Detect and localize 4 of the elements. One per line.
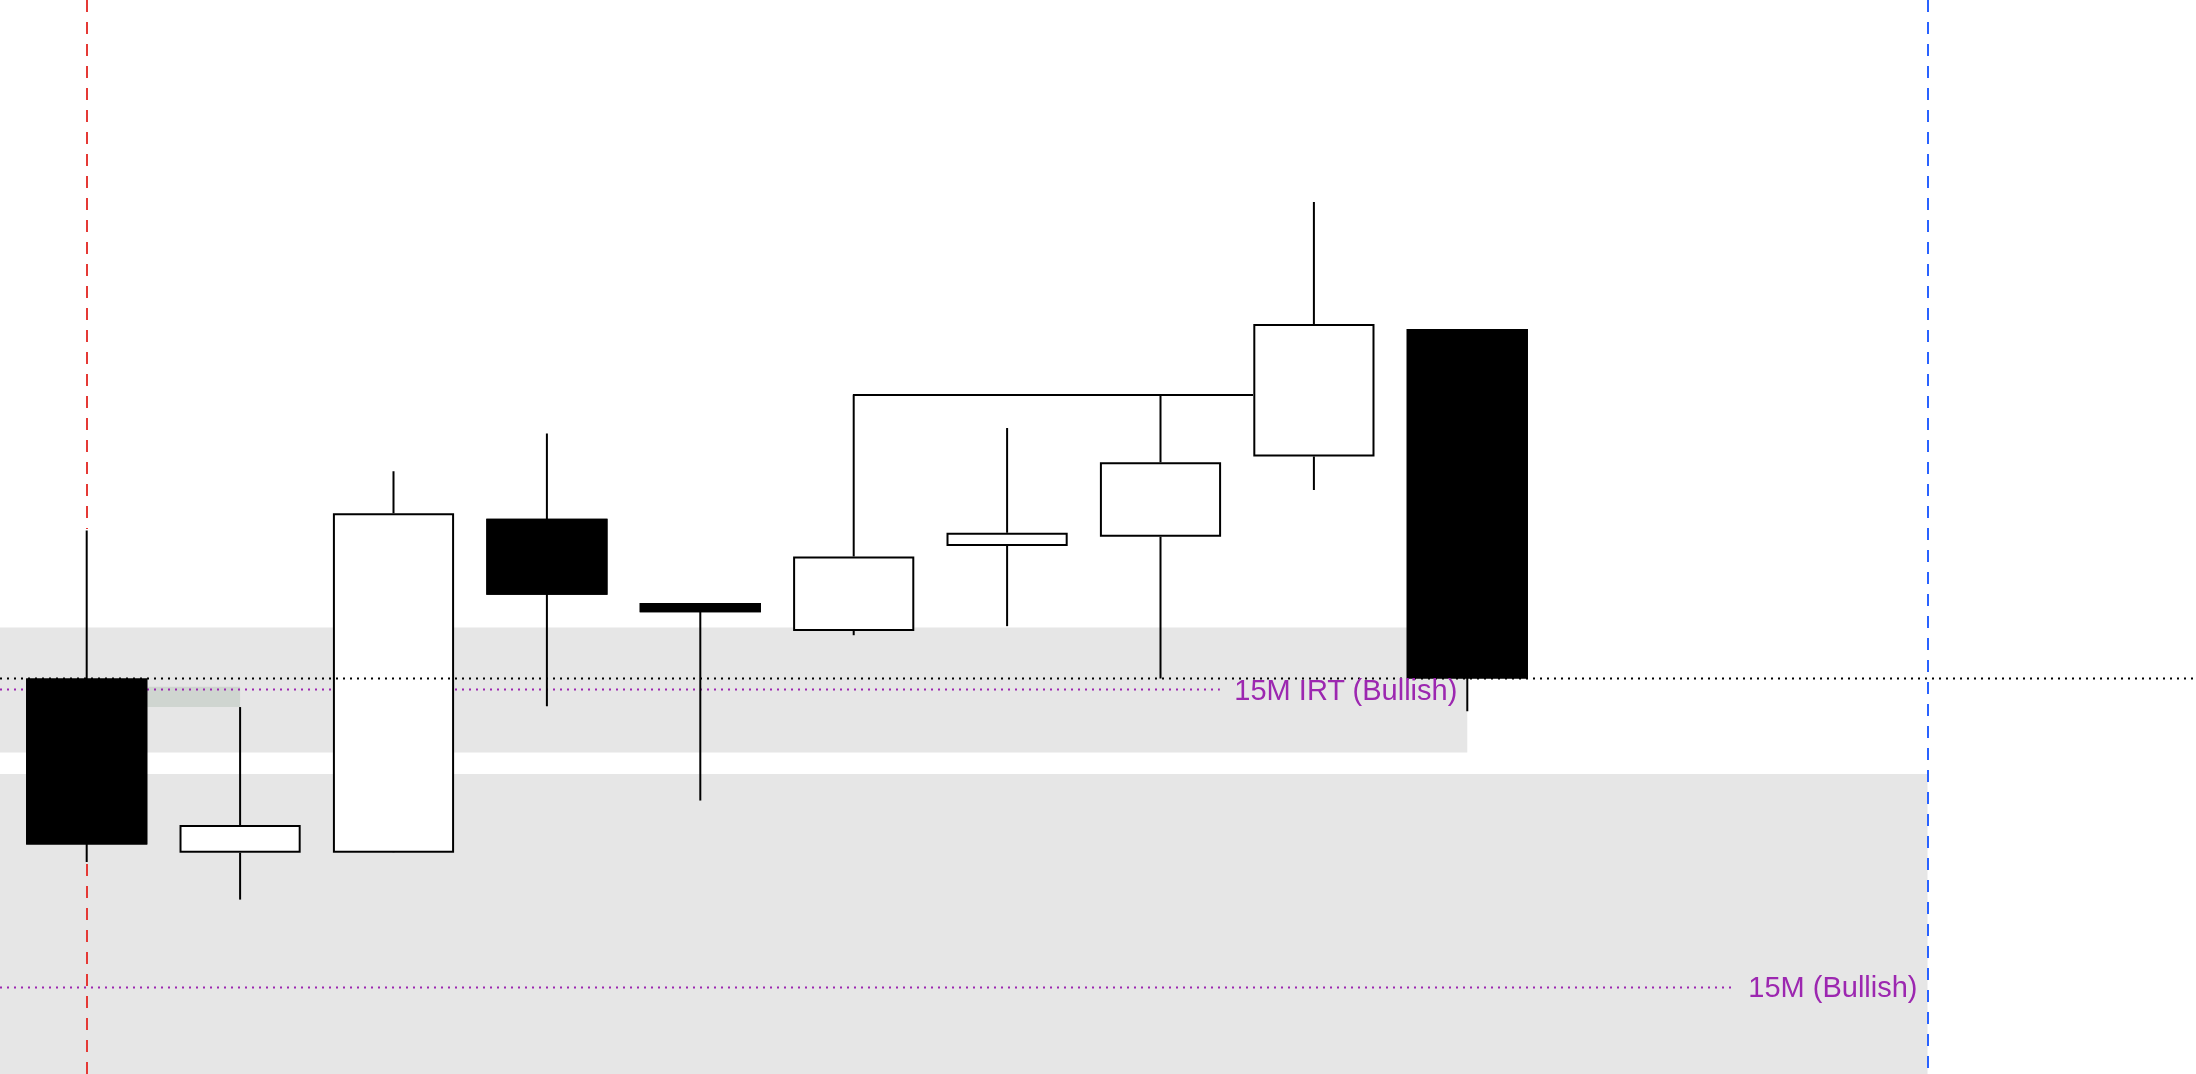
ref-line-label: 15M IRT (Bullish) [1234, 673, 1458, 706]
ref-line-label: 15M (Bullish) [1748, 971, 1918, 1004]
candlestick [946, 427, 1068, 628]
candlestick [179, 706, 301, 901]
